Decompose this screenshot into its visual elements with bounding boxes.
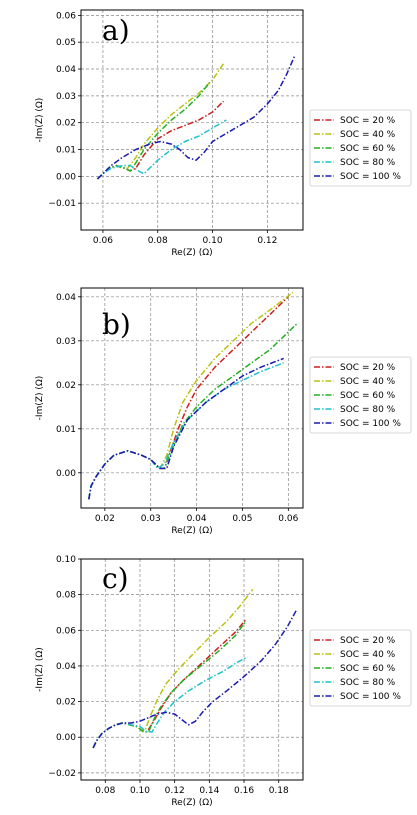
series-line-soc-1 xyxy=(96,100,225,180)
x-tick-label: 0.04 xyxy=(187,514,207,524)
legend-entry-label: SOC = 80 % xyxy=(340,678,396,688)
y-tick-label: 0.04 xyxy=(56,662,76,672)
plot-frame xyxy=(80,558,304,781)
y-tick-label: 0.01 xyxy=(56,146,76,156)
legend-entry-label: SOC = 20 % xyxy=(340,636,396,646)
x-tick-label: 0.18 xyxy=(269,786,289,796)
legend-entry-label: SOC = 100 % xyxy=(340,692,401,702)
panel-label: a) xyxy=(102,14,130,47)
panel-c: 0.08 0.10 0.12 0.14 0.16 0.18 −0.02 0.00 0.02 0.0… xyxy=(35,555,412,808)
series-line-soc-5 xyxy=(92,610,297,749)
y-tick-label: 0.01 xyxy=(56,425,76,435)
panel-label: c) xyxy=(102,562,129,595)
x-tick-label: 0.08 xyxy=(148,236,168,246)
legend-entry-label: SOC = 20 % xyxy=(340,363,396,373)
legend-frame xyxy=(309,629,412,707)
series-line-soc-4 xyxy=(96,119,227,180)
legend-entry-label: SOC = 60 % xyxy=(340,664,396,674)
x-tick-label: 0.02 xyxy=(95,514,115,524)
x-axis-label: Re(Z) (Ω) xyxy=(171,798,212,808)
x-tick-label: 0.10 xyxy=(203,236,223,246)
x-tick-label: 0.16 xyxy=(234,786,254,796)
panel-label: b) xyxy=(102,308,131,341)
y-axis-label: -Im(Z) (Ω) xyxy=(35,647,45,692)
legend-frame xyxy=(309,356,412,434)
legend-entry-label: SOC = 40 % xyxy=(340,650,396,660)
legend: SOC = 20 % SOC = 40 % SOC = 60 % SOC = 80 %… xyxy=(309,629,412,707)
legend-entry-label: SOC = 40 % xyxy=(340,377,396,387)
y-tick-label: 0.05 xyxy=(56,38,76,48)
y-tick-label: 0.06 xyxy=(56,11,76,21)
x-axis-label: Re(Z) (Ω) xyxy=(171,248,212,258)
series-group xyxy=(88,291,299,500)
x-tick-label: 0.03 xyxy=(141,514,161,524)
y-tick-label: 0.02 xyxy=(56,381,76,391)
y-tick-label: −0.01 xyxy=(48,199,76,209)
series-line-soc-3 xyxy=(92,620,247,749)
panel-a: 0.06 0.08 0.10 0.12 −0.01 0.00 0.01 0.02 0.03 0.0… xyxy=(35,9,412,258)
y-tick-label: 0.03 xyxy=(56,92,76,102)
x-tick-label: 0.12 xyxy=(257,236,277,246)
y-axis-label: -Im(Z) (Ω) xyxy=(35,376,45,421)
series-line-soc-1 xyxy=(92,619,247,749)
y-axis-label: -Im(Z) (Ω) xyxy=(35,98,45,143)
series-line-soc-4 xyxy=(92,656,248,749)
legend-entry-label: SOC = 80 % xyxy=(340,158,396,168)
y-tick-label: 0.06 xyxy=(56,626,76,636)
x-axis-label: Re(Z) (Ω) xyxy=(171,526,212,536)
legend-entry-label: SOC = 60 % xyxy=(340,391,396,401)
legend-frame xyxy=(309,109,412,187)
y-tick-label: 0.02 xyxy=(56,698,76,708)
y-tick-label: 0.03 xyxy=(56,337,76,347)
legend: SOC = 20 % SOC = 40 % SOC = 60 % SOC = 80 %… xyxy=(309,109,412,187)
plot-frame xyxy=(80,287,304,509)
series-line-soc-4 xyxy=(88,362,284,500)
y-tick-label: 0.02 xyxy=(56,119,76,129)
x-tick-label: 0.14 xyxy=(199,786,219,796)
series-group xyxy=(96,55,296,180)
series-line-soc-5 xyxy=(96,55,296,180)
y-tick-label: 0.00 xyxy=(56,469,76,479)
series-group xyxy=(92,588,297,749)
x-tick-label: 0.06 xyxy=(93,236,113,246)
x-tick-label: 0.12 xyxy=(165,786,185,796)
panel-b: 0.02 0.03 0.04 0.05 0.06 0.00 0.01 0.02 0.03 0.04… xyxy=(35,287,412,536)
legend-entry-label: SOC = 40 % xyxy=(340,130,396,140)
legend-entry-label: SOC = 100 % xyxy=(340,172,401,182)
x-tick-label: 0.08 xyxy=(95,786,115,796)
y-tick-label: −0.02 xyxy=(48,769,76,779)
legend-entry-label: SOC = 80 % xyxy=(340,405,396,415)
series-line-soc-5 xyxy=(88,357,284,500)
legend-entry-label: SOC = 60 % xyxy=(340,144,396,154)
legend-entry-label: SOC = 20 % xyxy=(340,116,396,126)
x-tick-label: 0.10 xyxy=(130,786,150,796)
plot-frame xyxy=(80,9,304,231)
x-tick-label: 0.05 xyxy=(232,514,252,524)
y-tick-label: 0.00 xyxy=(56,733,76,743)
legend: SOC = 20 % SOC = 40 % SOC = 60 % SOC = 80 %… xyxy=(309,356,412,434)
y-tick-label: 0.04 xyxy=(56,293,76,303)
y-tick-label: 0.00 xyxy=(56,172,76,182)
y-tick-label: 0.10 xyxy=(56,555,76,565)
legend-entry-label: SOC = 100 % xyxy=(340,419,401,429)
y-tick-label: 0.08 xyxy=(56,591,76,601)
y-tick-label: 0.04 xyxy=(56,65,76,75)
x-tick-label: 0.06 xyxy=(278,514,298,524)
